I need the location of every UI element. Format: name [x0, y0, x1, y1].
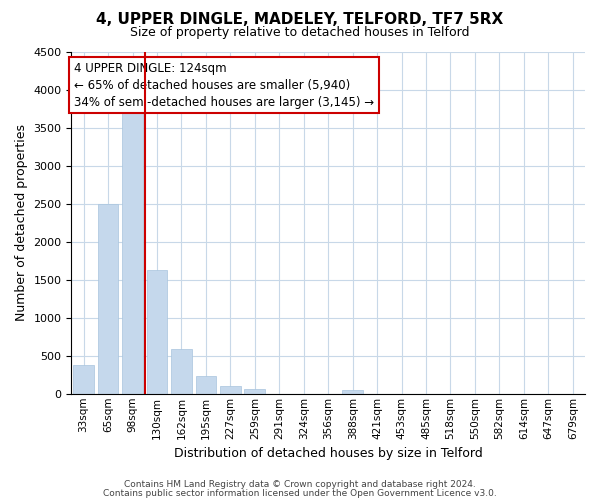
Text: 4, UPPER DINGLE, MADELEY, TELFORD, TF7 5RX: 4, UPPER DINGLE, MADELEY, TELFORD, TF7 5… — [97, 12, 503, 28]
Text: Size of property relative to detached houses in Telford: Size of property relative to detached ho… — [130, 26, 470, 39]
Text: Contains HM Land Registry data © Crown copyright and database right 2024.: Contains HM Land Registry data © Crown c… — [124, 480, 476, 489]
Bar — [98, 204, 118, 394]
Text: Contains public sector information licensed under the Open Government Licence v3: Contains public sector information licen… — [103, 488, 497, 498]
Bar — [244, 389, 265, 394]
Bar — [122, 110, 143, 394]
Bar — [342, 390, 363, 394]
Y-axis label: Number of detached properties: Number of detached properties — [15, 124, 28, 321]
Bar — [171, 349, 192, 394]
Bar — [73, 365, 94, 394]
Bar — [196, 376, 217, 394]
Text: 4 UPPER DINGLE: 124sqm
← 65% of detached houses are smaller (5,940)
34% of semi-: 4 UPPER DINGLE: 124sqm ← 65% of detached… — [74, 62, 374, 109]
X-axis label: Distribution of detached houses by size in Telford: Distribution of detached houses by size … — [174, 447, 482, 460]
Bar — [220, 386, 241, 394]
Bar — [146, 270, 167, 394]
